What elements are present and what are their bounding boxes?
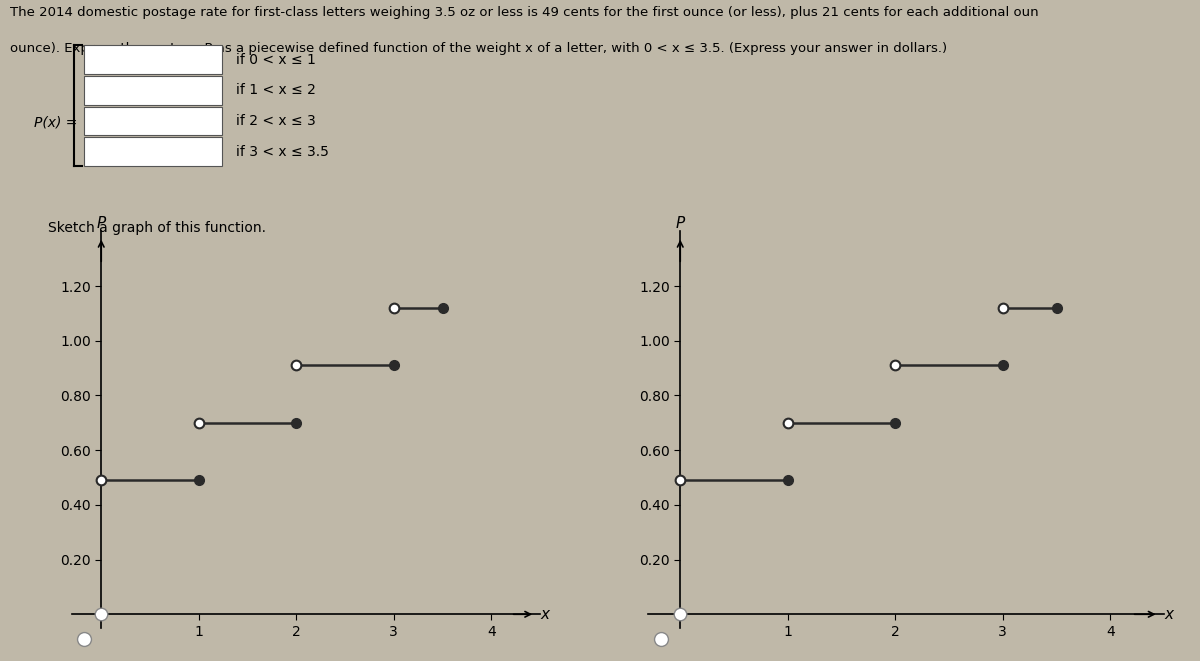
Text: P: P xyxy=(676,216,685,231)
Text: if 3 < x ≤ 3.5: if 3 < x ≤ 3.5 xyxy=(236,145,329,159)
Text: x: x xyxy=(1164,607,1174,622)
Text: if 1 < x ≤ 2: if 1 < x ≤ 2 xyxy=(236,83,317,97)
Text: ounce). Express the postage P as a piecewise defined function of the weight x of: ounce). Express the postage P as a piece… xyxy=(10,42,947,56)
Text: Sketch a graph of this function.: Sketch a graph of this function. xyxy=(48,221,266,235)
Text: if 0 < x ≤ 1: if 0 < x ≤ 1 xyxy=(236,53,317,67)
FancyBboxPatch shape xyxy=(84,46,222,74)
Text: x: x xyxy=(540,607,550,622)
Text: if 2 < x ≤ 3: if 2 < x ≤ 3 xyxy=(236,114,316,128)
FancyBboxPatch shape xyxy=(84,76,222,104)
FancyBboxPatch shape xyxy=(84,107,222,136)
Text: P(x) =: P(x) = xyxy=(34,116,77,130)
Text: The 2014 domestic postage rate for first-class letters weighing 3.5 oz or less i: The 2014 domestic postage rate for first… xyxy=(10,7,1038,19)
FancyBboxPatch shape xyxy=(84,137,222,166)
Text: P: P xyxy=(97,216,106,231)
